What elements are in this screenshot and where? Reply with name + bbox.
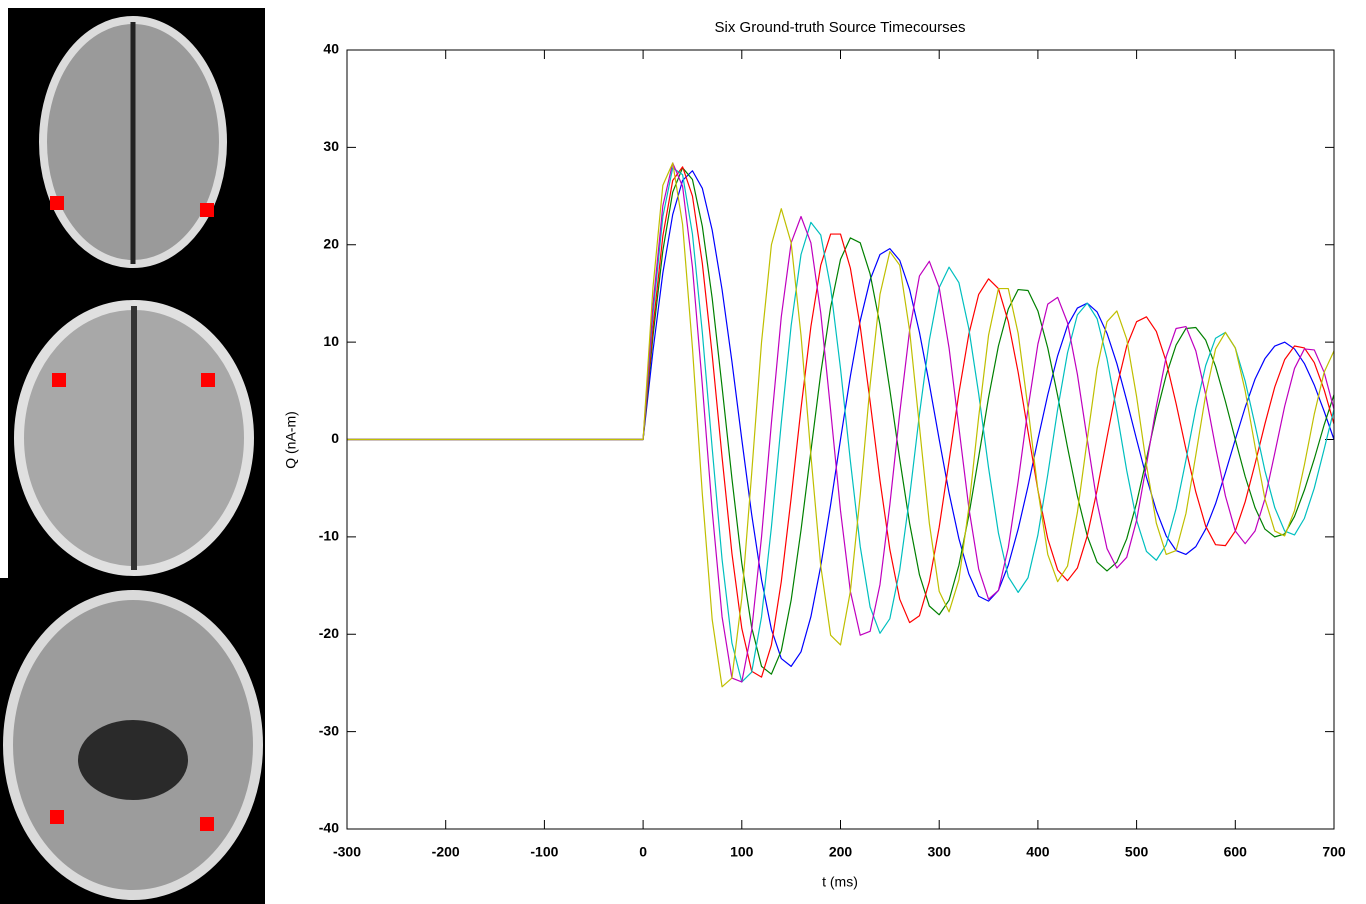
data-line: [347, 167, 1335, 683]
y-tick-label: 0: [331, 430, 339, 446]
data-line: [347, 170, 1335, 667]
x-tick-label: 200: [829, 844, 853, 860]
x-tick-label: 600: [1224, 844, 1248, 860]
source-marker: [201, 373, 215, 387]
y-tick-label: 10: [323, 333, 339, 349]
source-marker: [50, 810, 64, 824]
x-tick-label: -300: [333, 844, 361, 860]
x-tick-label: 700: [1322, 844, 1346, 860]
x-tick-label: 300: [928, 844, 952, 860]
data-line: [347, 162, 1335, 683]
y-tick-label: 30: [323, 138, 339, 154]
data-line: [347, 162, 1335, 688]
source-marker: [50, 196, 64, 210]
source-marker: [52, 373, 66, 387]
x-tick-label: -200: [432, 844, 460, 860]
y-tick-label: -10: [319, 528, 339, 544]
chart-title: Six Ground-truth Source Timecourses: [715, 19, 966, 36]
brain-images: [0, 8, 265, 904]
x-axis-label: t (ms): [822, 874, 858, 890]
y-axis-label: Q (nA-m): [283, 411, 299, 469]
data-line: [347, 166, 1335, 678]
y-tick-label: 40: [323, 41, 339, 57]
x-tick-label: 400: [1026, 844, 1050, 860]
y-tick-label: -30: [319, 722, 339, 738]
y-tick-label: -20: [319, 625, 339, 641]
x-tick-label: 0: [639, 844, 647, 860]
x-tick-label: -100: [530, 844, 558, 860]
data-line: [347, 167, 1335, 675]
source-marker: [200, 203, 214, 217]
y-tick-label: -40: [319, 820, 339, 836]
x-tick-label: 100: [730, 844, 754, 860]
brain-ventricle: [78, 720, 188, 800]
source-marker: [200, 817, 214, 831]
x-tick-label: 500: [1125, 844, 1149, 860]
y-tick-label: 20: [323, 235, 339, 251]
plot-frame: [346, 49, 1335, 830]
